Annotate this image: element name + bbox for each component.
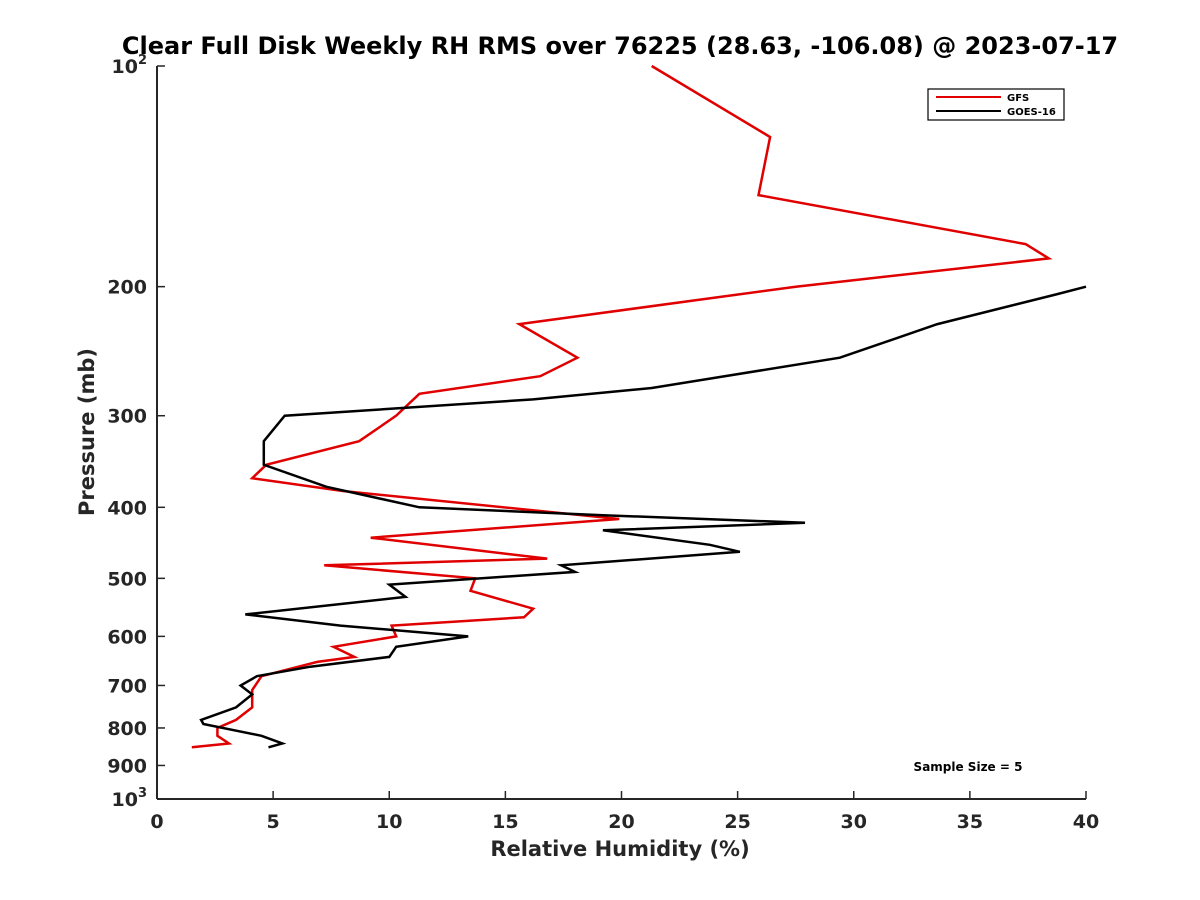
- x-tick-label: 35: [957, 811, 983, 833]
- y-tick-label: 700: [107, 675, 147, 697]
- x-tick-label: 40: [1073, 811, 1099, 833]
- y-tick-label: 500: [107, 568, 147, 590]
- x-tick-label: 20: [608, 811, 634, 833]
- plot-area: 0 5 10 15 20 25 30 35 40 102 200 300 400 500 600 700 80…: [107, 53, 1099, 833]
- y-tick-label: 102: [112, 53, 148, 78]
- x-tick-label: 5: [267, 811, 280, 833]
- y-ticks: 102 200 300 400 500 600 700 800 900 103: [107, 53, 165, 811]
- y-tick-label: 200: [107, 277, 147, 299]
- x-tick-label: 25: [724, 811, 750, 833]
- y-tick-label: 600: [107, 626, 147, 648]
- x-ticks: 0 5 10 15 20 25 30 35 40: [150, 791, 1099, 833]
- y-tick-label: 800: [107, 718, 147, 740]
- x-tick-label: 30: [841, 811, 867, 833]
- sample-size-annotation: Sample Size = 5: [914, 760, 1023, 774]
- y-tick-label: 300: [107, 406, 147, 428]
- y-axis-label: Pressure (mb): [75, 348, 99, 516]
- series-line-gfs: [191, 64, 1053, 749]
- y-tick-label: 400: [107, 497, 147, 519]
- legend-box: [927, 88, 1065, 121]
- x-tick-label: 10: [376, 811, 402, 833]
- y-tick-label: 900: [107, 755, 147, 777]
- x-tick-label: 15: [492, 811, 518, 833]
- series-line-goes-16: [199, 285, 1087, 749]
- chart-title: Clear Full Disk Weekly RH RMS over 76225…: [122, 32, 1118, 60]
- legend: GFS GOES-16: [927, 88, 1065, 121]
- x-axis-label: Relative Humidity (%): [490, 837, 749, 861]
- legend-label-goes-16: GOES-16: [1007, 107, 1056, 118]
- series-lines: [191, 64, 1087, 749]
- legend-label-gfs: GFS: [1007, 93, 1029, 104]
- x-tick-label: 0: [150, 811, 163, 833]
- y-tick-label: 103: [112, 786, 148, 811]
